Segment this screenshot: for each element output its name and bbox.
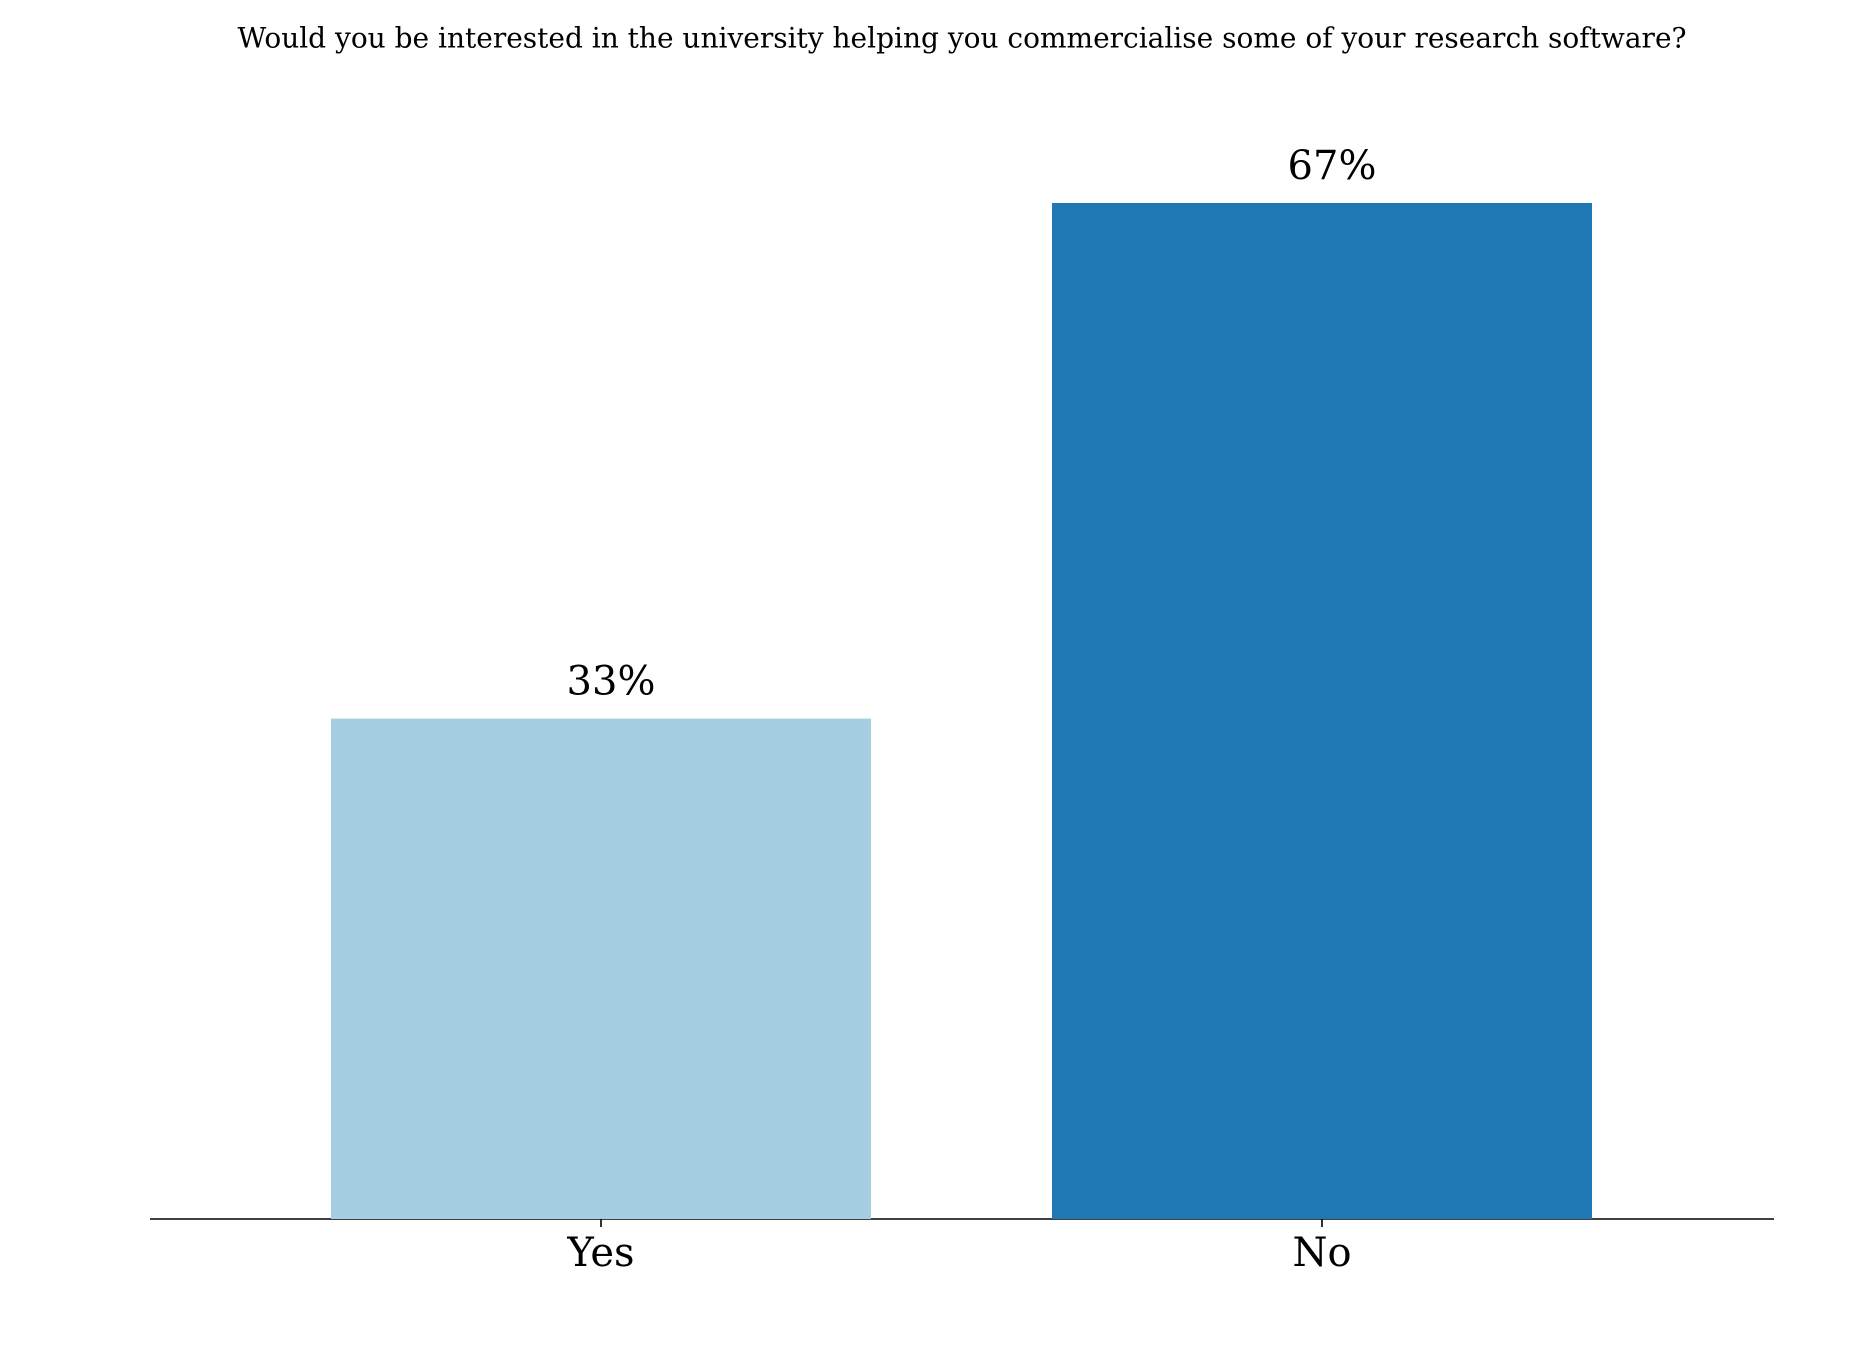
value-label: 67% bbox=[1288, 143, 1377, 189]
bar bbox=[331, 718, 871, 1219]
x-tick-label: Yes bbox=[566, 1230, 634, 1276]
value-label: 33% bbox=[567, 659, 656, 705]
bar bbox=[1052, 203, 1592, 1219]
x-tick-label: No bbox=[1292, 1230, 1351, 1276]
chart-title: Would you be interested in the universit… bbox=[237, 22, 1686, 55]
